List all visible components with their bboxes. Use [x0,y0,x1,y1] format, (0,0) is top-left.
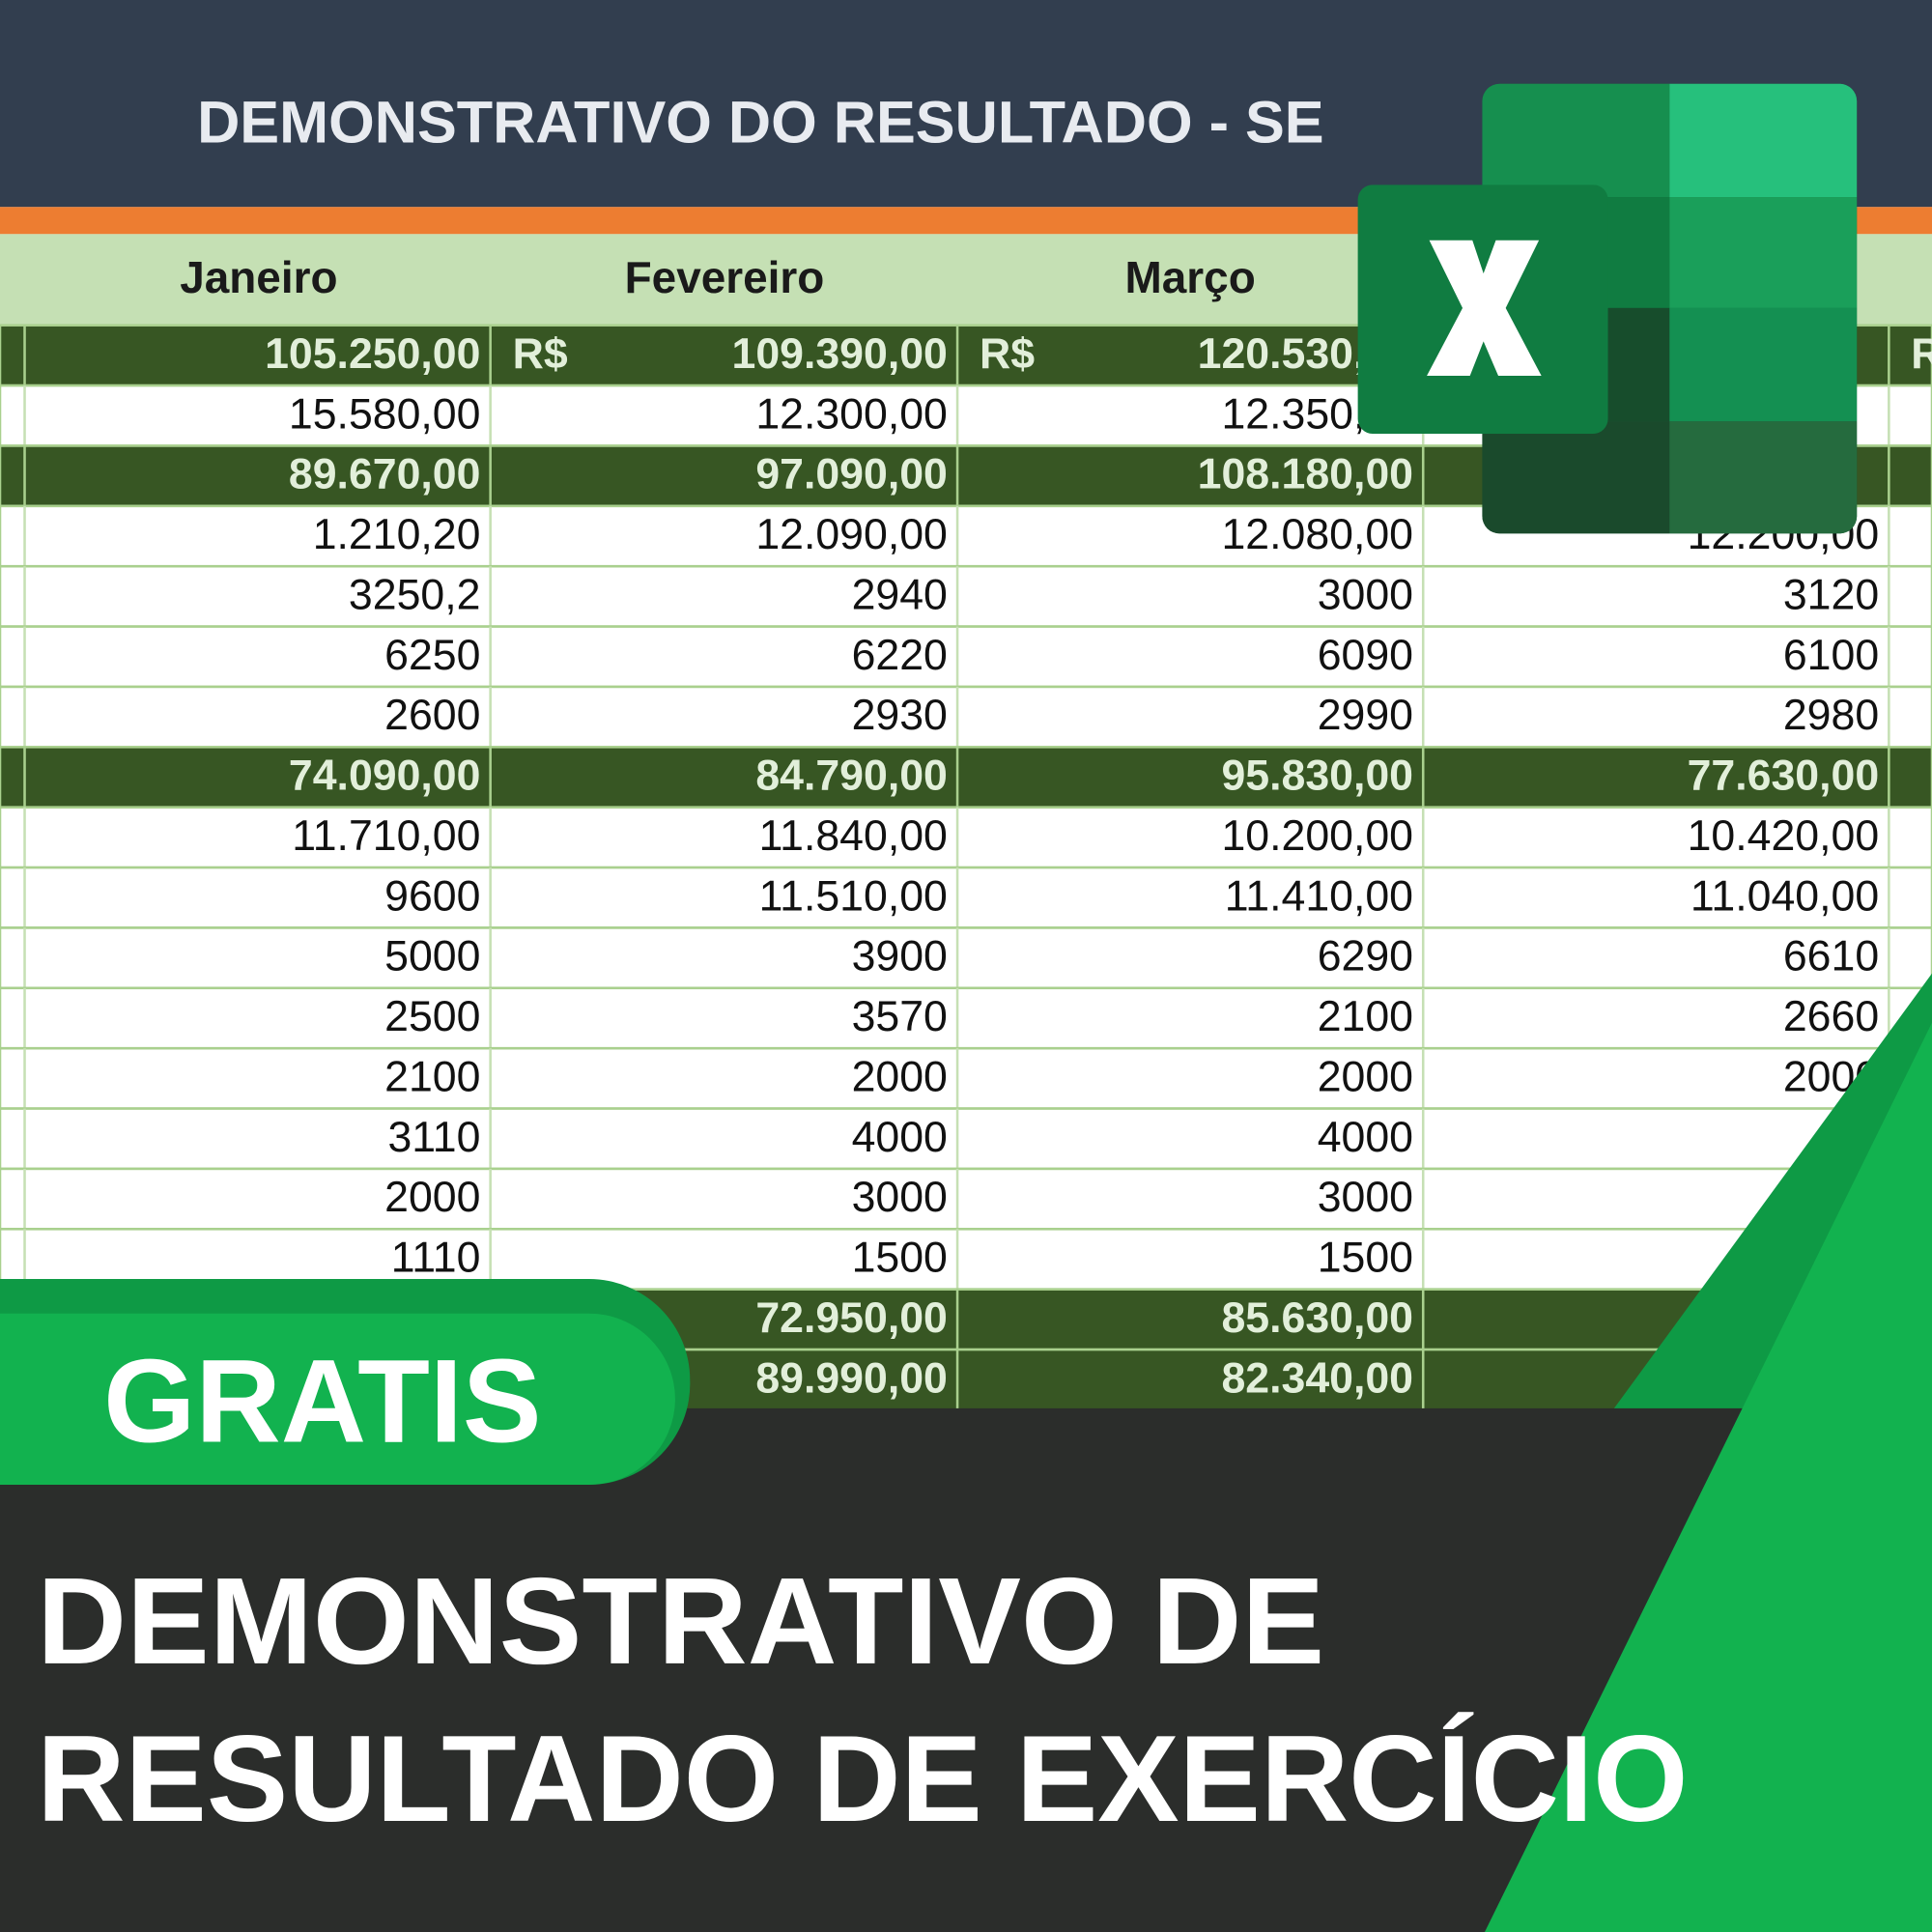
row [0,926,1932,990]
column-header: Fevereiro [625,252,825,302]
cell: 2930 [852,692,948,739]
cell: 2940 [852,571,948,618]
currency: R$ [1911,330,1932,378]
cell: 89.990,00 [755,1354,948,1402]
cell: 2660 [1783,993,1879,1040]
cell: 3000 [852,1174,948,1221]
cell: 1500 [1318,1235,1413,1282]
total-row [0,746,1932,809]
cell: 11.040,00 [1690,872,1879,920]
cell: 109.390,00 [732,330,948,378]
cell: 2000 [384,1174,480,1221]
cell: 4000 [852,1114,948,1161]
row [0,1107,1932,1171]
cell: 1.210,20 [313,511,481,558]
cell: 11.510,00 [759,872,948,920]
cell: 6090 [1318,632,1413,679]
cell: 2100 [1318,993,1413,1040]
logo-tile [1669,197,1858,308]
sheet-title: DEMONSTRATIVO DO RESULTADO - SE [197,90,1324,156]
cell: 1500 [852,1235,948,1282]
column-header: Março [1125,252,1256,302]
cell: 10.420,00 [1688,812,1880,860]
cell: 3900 [852,933,948,980]
cell: 82.340,00 [1221,1354,1413,1402]
logo-x [1427,240,1542,377]
row [0,806,1932,869]
cell: 74.090,00 [289,753,481,800]
cell: 89.670,00 [289,451,481,498]
cell: 85.630,00 [1221,1294,1413,1342]
logo-tile [1669,83,1858,198]
cell: 6100 [1783,632,1879,679]
cell: 3570 [852,993,948,1040]
cell: 105.250,00 [265,330,480,378]
cell: 15.580,00 [289,390,481,438]
logo-tile [1482,83,1670,198]
cell: 97.090,00 [755,451,948,498]
row [0,685,1932,749]
cell: 3000 [1318,1174,1413,1221]
cell: 12.080,00 [1221,511,1413,558]
cell: 5000 [384,933,480,980]
cell: 2990 [1318,692,1413,739]
headline: DEMONSTRATIVO DE [37,1553,1324,1690]
cell: 6250 [384,632,480,679]
cell: 3110 [387,1114,480,1161]
table: Janeiro Fevereiro Março 105.250,00 109.390,0… [0,252,1932,1411]
cell: 2980 [1783,692,1879,739]
badge [0,1313,675,1485]
cell: 108.180,00 [1198,451,1413,498]
cell: 2500 [384,993,480,1040]
accent-triangle [1484,1022,1932,1932]
cell: 9600 [384,872,480,920]
currency: R$ [513,330,568,378]
currency: R$ [980,330,1035,378]
cell: 3120 [1783,571,1879,618]
cell: 10.200,00 [1221,812,1413,860]
cell: 95.830,00 [1221,753,1413,800]
cell: 2100 [384,1053,480,1100]
cell: 6610 [1783,933,1879,980]
row [0,1167,1932,1231]
cell: 2600 [384,692,480,739]
cell: 4000 [1318,1114,1413,1161]
cell: 72.950,00 [755,1294,948,1342]
cell: 11.710,00 [292,812,480,860]
row [0,986,1932,1050]
headline: RESULTADO DE EXERCÍCIO [37,1711,1688,1848]
excel-logo [1357,83,1858,534]
cell: 3250,2 [349,571,481,618]
cell: 12.300,00 [755,390,948,438]
cell: 2000 [852,1053,948,1100]
logo-tile [1669,421,1858,534]
cell: 2000 [1318,1053,1413,1100]
cell: 1110 [391,1235,481,1282]
row [0,1046,1932,1110]
row [0,564,1932,628]
cell: 77.630,00 [1688,753,1880,800]
cell: 11.840,00 [759,812,948,860]
row [0,625,1932,689]
cell: 84.790,00 [755,753,948,800]
cell: 12.090,00 [755,511,948,558]
badge-text: GRATIS [103,1334,541,1466]
cell: 11.410,00 [1225,872,1413,920]
row [0,866,1932,929]
logo-tile [1669,307,1858,422]
cell: 3000 [1318,571,1413,618]
logo-tile [1482,421,1670,534]
column-header: Janeiro [180,252,337,302]
cell: 6290 [1318,933,1413,980]
cell: 6220 [852,632,948,679]
